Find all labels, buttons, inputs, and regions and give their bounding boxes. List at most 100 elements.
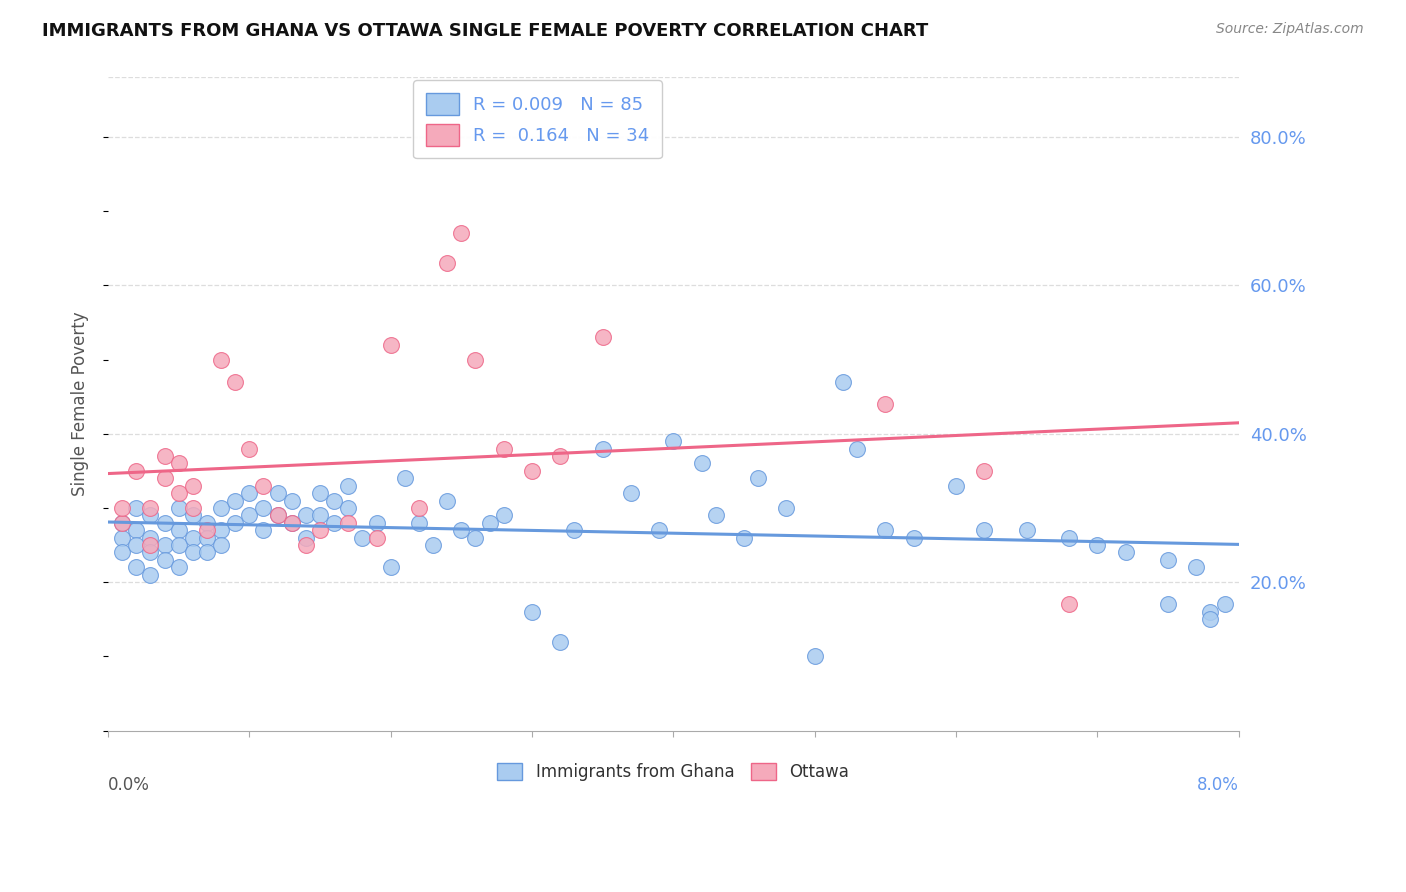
- Point: [662, 434, 685, 449]
- Point: [224, 516, 246, 530]
- Point: [492, 508, 515, 523]
- Point: [295, 531, 318, 545]
- Point: [139, 567, 162, 582]
- Point: [139, 500, 162, 515]
- Point: [195, 516, 218, 530]
- Point: [139, 538, 162, 552]
- Point: [464, 531, 486, 545]
- Point: [125, 538, 148, 552]
- Point: [648, 523, 671, 537]
- Point: [181, 478, 204, 492]
- Point: [973, 464, 995, 478]
- Point: [125, 560, 148, 574]
- Point: [224, 375, 246, 389]
- Point: [973, 523, 995, 537]
- Point: [280, 516, 302, 530]
- Point: [167, 500, 190, 515]
- Point: [252, 478, 274, 492]
- Point: [323, 516, 346, 530]
- Point: [195, 545, 218, 559]
- Point: [167, 486, 190, 500]
- Point: [492, 442, 515, 456]
- Point: [111, 531, 134, 545]
- Point: [747, 471, 769, 485]
- Point: [408, 516, 430, 530]
- Point: [832, 375, 855, 389]
- Point: [309, 523, 332, 537]
- Point: [366, 531, 388, 545]
- Point: [111, 500, 134, 515]
- Point: [1057, 598, 1080, 612]
- Point: [139, 531, 162, 545]
- Point: [111, 516, 134, 530]
- Point: [690, 457, 713, 471]
- Point: [564, 523, 586, 537]
- Point: [548, 449, 571, 463]
- Point: [295, 508, 318, 523]
- Point: [620, 486, 643, 500]
- Point: [266, 486, 288, 500]
- Point: [209, 523, 232, 537]
- Point: [380, 337, 402, 351]
- Point: [153, 471, 176, 485]
- Point: [280, 493, 302, 508]
- Point: [903, 531, 925, 545]
- Point: [1057, 531, 1080, 545]
- Point: [309, 486, 332, 500]
- Point: [139, 508, 162, 523]
- Point: [125, 464, 148, 478]
- Point: [875, 523, 897, 537]
- Point: [1115, 545, 1137, 559]
- Point: [323, 493, 346, 508]
- Point: [775, 500, 797, 515]
- Point: [394, 471, 416, 485]
- Point: [111, 545, 134, 559]
- Point: [195, 531, 218, 545]
- Point: [181, 545, 204, 559]
- Point: [1015, 523, 1038, 537]
- Point: [733, 531, 755, 545]
- Point: [408, 500, 430, 515]
- Point: [337, 500, 360, 515]
- Point: [436, 256, 458, 270]
- Point: [295, 538, 318, 552]
- Point: [380, 560, 402, 574]
- Legend: Immigrants from Ghana, Ottawa: Immigrants from Ghana, Ottawa: [491, 756, 856, 788]
- Point: [520, 605, 543, 619]
- Point: [1157, 553, 1180, 567]
- Point: [238, 508, 260, 523]
- Point: [337, 478, 360, 492]
- Y-axis label: Single Female Poverty: Single Female Poverty: [72, 311, 89, 496]
- Point: [139, 545, 162, 559]
- Text: 8.0%: 8.0%: [1197, 776, 1239, 795]
- Point: [450, 523, 472, 537]
- Point: [167, 523, 190, 537]
- Point: [167, 457, 190, 471]
- Point: [209, 352, 232, 367]
- Point: [478, 516, 501, 530]
- Point: [1213, 598, 1236, 612]
- Text: Source: ZipAtlas.com: Source: ZipAtlas.com: [1216, 22, 1364, 37]
- Point: [209, 538, 232, 552]
- Point: [181, 531, 204, 545]
- Point: [704, 508, 727, 523]
- Point: [238, 442, 260, 456]
- Point: [548, 634, 571, 648]
- Point: [195, 523, 218, 537]
- Point: [1199, 612, 1222, 626]
- Point: [153, 516, 176, 530]
- Point: [846, 442, 869, 456]
- Point: [875, 397, 897, 411]
- Point: [1085, 538, 1108, 552]
- Point: [125, 500, 148, 515]
- Text: 0.0%: 0.0%: [108, 776, 150, 795]
- Point: [153, 449, 176, 463]
- Text: IMMIGRANTS FROM GHANA VS OTTAWA SINGLE FEMALE POVERTY CORRELATION CHART: IMMIGRANTS FROM GHANA VS OTTAWA SINGLE F…: [42, 22, 928, 40]
- Point: [337, 516, 360, 530]
- Point: [436, 493, 458, 508]
- Point: [945, 478, 967, 492]
- Point: [592, 330, 614, 344]
- Point: [252, 500, 274, 515]
- Point: [224, 493, 246, 508]
- Point: [125, 523, 148, 537]
